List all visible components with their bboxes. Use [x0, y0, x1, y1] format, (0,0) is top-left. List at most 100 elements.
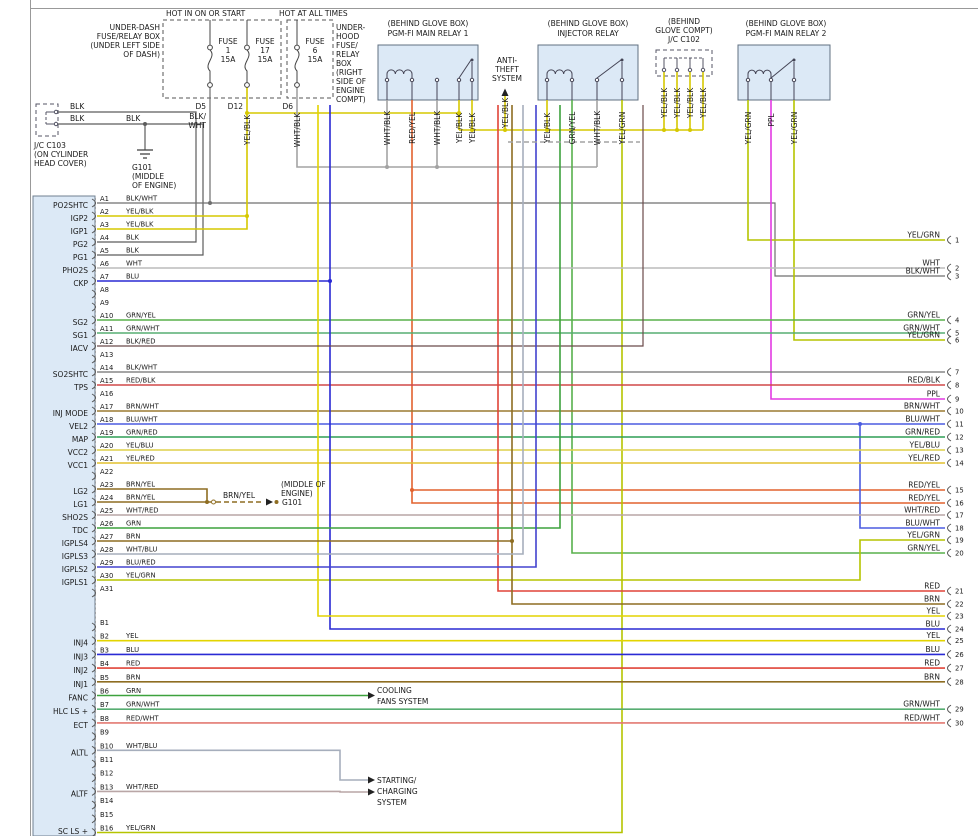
- relay-pin: [469, 77, 475, 83]
- fuse-terminal: [244, 82, 250, 88]
- arrow-right-icon: [368, 776, 375, 784]
- terminal-number: 3: [955, 273, 959, 281]
- pin-wire-color: GRN: [126, 520, 141, 528]
- wire-grn: [97, 105, 561, 529]
- wire-yel: [317, 105, 945, 617]
- pin-id: A14: [100, 364, 113, 372]
- pin-bracket: [91, 458, 96, 468]
- terminal-bracket: [947, 510, 952, 520]
- pin-bracket: [91, 575, 96, 585]
- diagram-label: FUSE: [218, 37, 238, 46]
- pin-signal-label: TPS: [73, 383, 88, 392]
- relay-pin: [409, 77, 415, 83]
- diagram-label: PGM-FI MAIN RELAY 2: [746, 29, 827, 38]
- pin-bracket: [91, 302, 96, 312]
- pin-bracket: [91, 263, 96, 273]
- terminal-bracket: [947, 235, 952, 245]
- pin-wire-color: BLU/RED: [126, 559, 156, 567]
- pin-bracket: [91, 523, 96, 533]
- pin-bracket: [91, 718, 96, 728]
- terminal-number: 23: [955, 613, 964, 621]
- diagram-label: UNDER-DASH: [110, 23, 160, 32]
- pin-wire-color: GRN/WHT: [126, 325, 160, 333]
- diagram-label: INJECTOR RELAY: [557, 29, 619, 38]
- pin-bracket: [91, 814, 96, 824]
- pin-bracket: [91, 759, 96, 769]
- terminal-bracket: [947, 677, 952, 687]
- pin-wire-color: BRN: [126, 533, 140, 541]
- pin-wire-color: WHT/RED: [126, 783, 159, 791]
- pin-id: A7: [100, 273, 109, 281]
- pin-bracket: [91, 393, 96, 403]
- terminal-wire-color: BRN: [924, 672, 940, 681]
- pin-wire-color: WHT/RED: [126, 507, 159, 515]
- terminal-number: 13: [955, 447, 964, 455]
- wire-red-yel: [411, 100, 945, 504]
- arrow-right-icon: [266, 498, 273, 506]
- pin-id: A27: [100, 533, 113, 541]
- jc102-pin: [674, 67, 680, 73]
- diagram-label: WHT/BLK: [433, 110, 442, 145]
- pin-id: A22: [100, 468, 113, 476]
- pin-id: A19: [100, 429, 113, 437]
- pin-bracket: [91, 549, 96, 559]
- terminal-bracket: [947, 535, 952, 545]
- pin-id: A16: [100, 390, 113, 398]
- diagram-label: D5: [195, 102, 206, 111]
- pin-id: A5: [100, 247, 109, 255]
- terminal-number: 6: [955, 337, 959, 345]
- pin-id: A6: [100, 260, 109, 268]
- diagram-label: 1: [226, 46, 231, 55]
- terminal-number: 5: [955, 330, 959, 338]
- pin-signal-label: IGPLS2: [62, 565, 88, 574]
- terminal-bracket: [947, 485, 952, 495]
- terminal-number: 28: [955, 678, 964, 686]
- pin-bracket: [91, 663, 96, 673]
- junction-dot: [470, 128, 474, 132]
- terminal-number: 25: [955, 637, 964, 645]
- terminal-wire-color: RED/BLK: [908, 376, 942, 385]
- pin-signal-label: FANC: [68, 694, 88, 703]
- pin-id: B3: [100, 646, 109, 654]
- diagram-label: 15A: [258, 55, 274, 64]
- diagram-label: (MIDDLE: [132, 172, 164, 181]
- diagram-label: SYSTEM: [377, 798, 407, 807]
- terminal-bracket: [947, 263, 952, 273]
- pin-signal-label: PHO2S: [62, 266, 88, 275]
- terminal-bracket: [947, 315, 952, 325]
- pin-signal-label: IGP2: [71, 214, 89, 223]
- pgm-fi-main-relay-2-box: [737, 44, 831, 101]
- terminal-wire-color: GRN/WHT: [903, 700, 940, 709]
- relay-pin: [434, 77, 440, 83]
- pin-signal-label: IGPLS4: [62, 539, 88, 548]
- diagram-label: PPL: [767, 113, 776, 127]
- pin-id: A10: [100, 312, 113, 320]
- pin-signal-label: LG1: [73, 500, 88, 509]
- fuse-terminal: [207, 44, 213, 51]
- pin-wire-color: YEL: [125, 632, 138, 640]
- pin-wire-color: GRN/WHT: [126, 701, 160, 709]
- terminal-number: 22: [955, 601, 964, 609]
- diagram-label: (ON CYLINDER: [34, 150, 88, 159]
- diagram-label: J/C C102: [667, 35, 700, 44]
- jc102-pin: [661, 67, 667, 73]
- diagram-label: UNDER-: [336, 23, 366, 32]
- terminal-bracket: [947, 406, 952, 416]
- junction-dot: [688, 128, 692, 132]
- terminal-number: 19: [955, 537, 964, 545]
- wire-grn-yel: [571, 100, 945, 554]
- terminal-number: 7: [955, 369, 959, 377]
- pin-id: B16: [100, 825, 113, 833]
- diagram-label: (MIDDLE OF: [281, 480, 326, 489]
- pin-id: A15: [100, 377, 113, 385]
- terminal-wire-color: YEL: [926, 631, 941, 640]
- diagram-label: ENGINE): [281, 489, 313, 498]
- jc102-pin: [700, 67, 706, 73]
- pin-bracket: [91, 510, 96, 520]
- pin-bracket: [91, 211, 96, 221]
- diagram-label: CHARGING: [377, 787, 418, 796]
- terminal-number: 11: [955, 421, 964, 429]
- pin-id: B5: [100, 674, 109, 682]
- diagram-label: SIDE OF: [336, 77, 366, 86]
